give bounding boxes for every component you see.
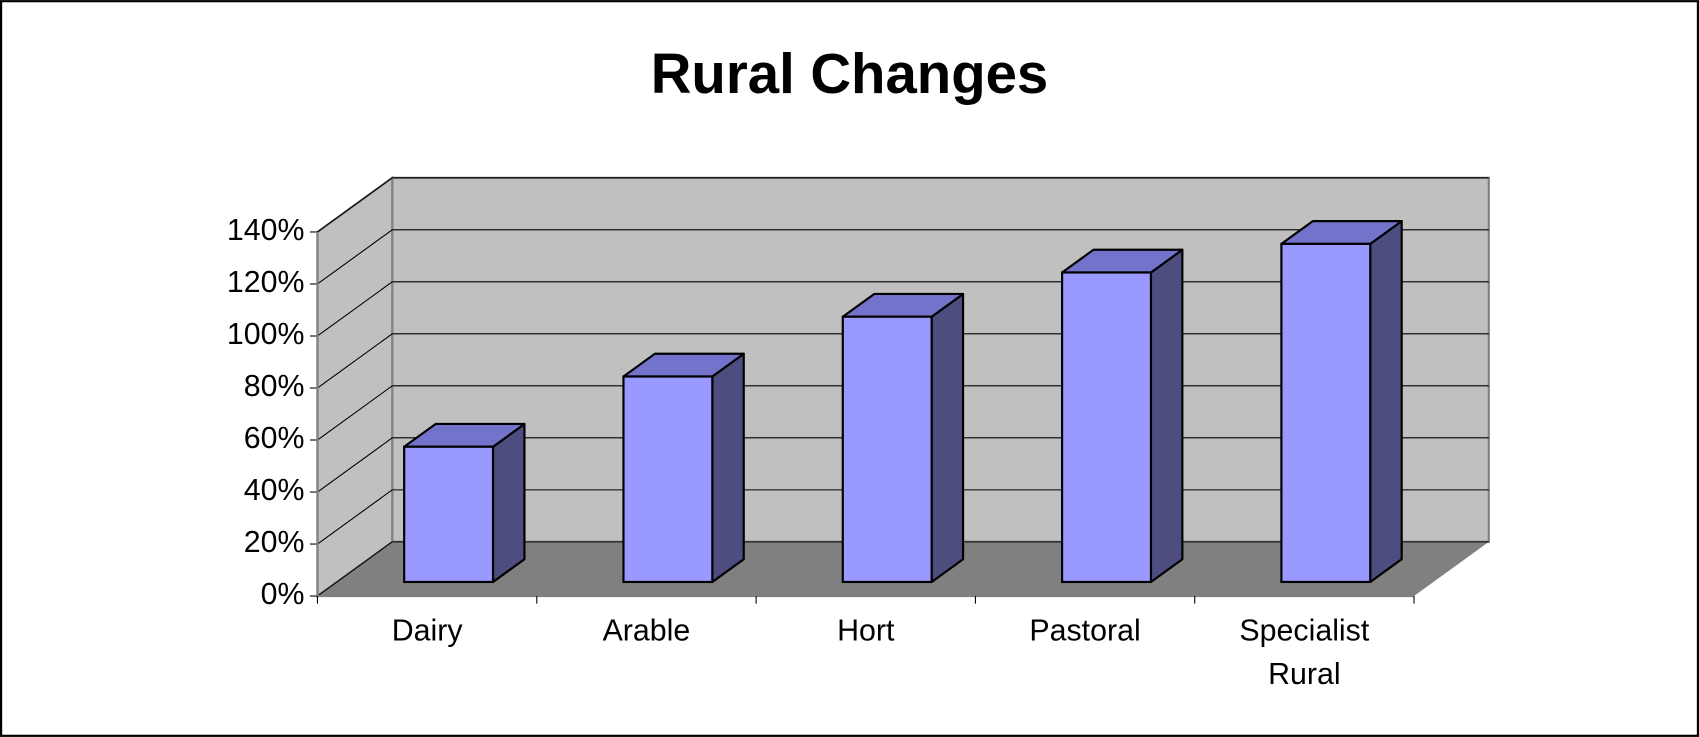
grid-line	[317, 489, 393, 545]
x-tick-label: Specialist Rural	[1239, 613, 1370, 691]
chart-title: Rural Changes	[651, 42, 1049, 105]
x-tick-label: Hort	[837, 613, 895, 647]
x-tick-label-box: Pastoral	[1029, 613, 1141, 647]
side-wall	[316, 175, 394, 599]
bar	[403, 422, 526, 584]
y-tick-label: 60%	[244, 422, 305, 455]
bar-side	[930, 292, 965, 584]
bar-side	[1369, 220, 1403, 584]
y-tick-label: 0%	[261, 578, 305, 611]
x-tick-label-box: Arable	[602, 613, 691, 647]
grid-line	[317, 385, 393, 441]
bar-front	[403, 445, 495, 584]
grid-line	[317, 437, 393, 493]
x-tick-label-box: Hort	[837, 613, 895, 647]
x-tick-label: Dairy	[391, 613, 463, 647]
bar-front	[1061, 271, 1153, 584]
bar-front	[622, 375, 714, 584]
x-tick-label-box: Specialist Rural	[1239, 613, 1370, 691]
bar-side	[491, 422, 526, 584]
x-tick-label-box: Dairy	[391, 613, 463, 647]
y-tick-label: 80%	[244, 370, 305, 403]
bar	[841, 292, 965, 584]
y-tick-label: 120%	[227, 266, 305, 299]
grid-line	[317, 281, 393, 337]
bar-side	[1149, 248, 1184, 584]
grid-line	[317, 333, 393, 389]
y-tick-label: 100%	[227, 318, 305, 351]
grid-line	[317, 541, 393, 597]
grid-line	[317, 229, 393, 285]
x-tick-label: Arable	[602, 613, 691, 647]
bar	[1280, 220, 1403, 584]
y-tick-label: 40%	[244, 474, 305, 507]
bar	[622, 352, 745, 584]
x-tick-label: Pastoral	[1029, 613, 1141, 647]
bar	[1061, 248, 1184, 584]
bar-front	[841, 315, 933, 584]
y-tick-label: 140%	[227, 214, 305, 247]
y-tick-label: 20%	[244, 526, 305, 559]
bar-front	[1280, 242, 1372, 584]
grid-line	[317, 177, 393, 233]
bar-side	[711, 352, 745, 584]
